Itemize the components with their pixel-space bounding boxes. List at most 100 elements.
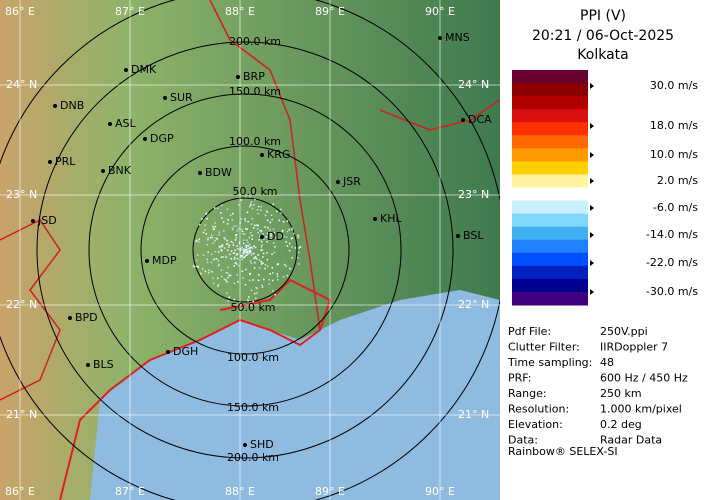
echo (236, 274, 238, 276)
echo (215, 222, 217, 224)
info-value: 250 km (600, 387, 642, 400)
echo (213, 243, 215, 245)
echo (277, 276, 279, 278)
info-value: 48 (600, 356, 614, 369)
echo (288, 229, 290, 231)
echo (262, 256, 264, 258)
echo (250, 252, 252, 254)
legend-label: -22.0 m/s (646, 256, 698, 269)
echo (241, 255, 243, 256)
place-label: BLS (93, 358, 114, 371)
echo (241, 259, 243, 261)
echo (243, 249, 245, 251)
echo (262, 286, 264, 288)
echo (279, 220, 281, 222)
info-key: Time sampling: (507, 356, 592, 369)
echo (227, 209, 229, 211)
echo (236, 254, 238, 256)
echo (204, 224, 206, 226)
color-step (512, 253, 588, 267)
echo (249, 273, 251, 275)
range-label: 50.0 km (230, 301, 275, 314)
echo (290, 268, 292, 270)
echo (241, 229, 243, 231)
echo (196, 260, 198, 262)
echo (274, 252, 276, 254)
echo (196, 240, 198, 242)
echo (232, 219, 234, 221)
station: Kolkata (577, 47, 628, 63)
echo (266, 210, 268, 212)
echo (227, 219, 229, 221)
echo (231, 258, 233, 260)
echo (221, 276, 223, 278)
echo (221, 250, 223, 252)
echo (207, 244, 209, 246)
echo (221, 205, 223, 207)
echo (228, 300, 230, 302)
legend-label: -14.0 m/s (646, 228, 698, 241)
echo (239, 222, 241, 224)
echo (251, 235, 253, 237)
echo (260, 250, 262, 252)
echo (300, 246, 302, 248)
place-dot (124, 68, 128, 72)
place-dot (86, 363, 90, 367)
echo (285, 241, 287, 243)
color-step (512, 266, 588, 280)
echo (257, 279, 259, 281)
place-dot (336, 180, 340, 184)
echo (261, 206, 263, 208)
radar-page: PPI (V) 20:21 / 06-Oct-2025 Kolkata Rain… (0, 0, 706, 500)
radar-display: PPI (V) 20:21 / 06-Oct-2025 Kolkata Rain… (0, 0, 706, 500)
echo (227, 277, 229, 279)
echo (219, 231, 221, 233)
info-key: PRF: (508, 372, 531, 385)
place-dot (163, 96, 167, 100)
info-key: Range: (508, 387, 547, 400)
echo (200, 273, 202, 275)
echo (226, 272, 228, 274)
place-dot (198, 171, 202, 175)
echo (259, 259, 261, 261)
echo (265, 264, 267, 266)
info-key: Resolution: (508, 403, 569, 416)
place-dot (243, 443, 247, 447)
echo (245, 220, 247, 222)
echo (234, 263, 236, 265)
color-bar (512, 70, 588, 306)
lat-label-right: 21° N (458, 408, 489, 421)
lon-label-top: 90° E (425, 5, 455, 18)
legend-label: 10.0 m/s (650, 148, 698, 161)
place-dot (145, 259, 149, 263)
echo (254, 262, 256, 264)
echo (298, 252, 300, 254)
lat-label-left: 23° N (6, 188, 37, 201)
echo (207, 239, 209, 241)
echo (214, 258, 216, 260)
range-label: 50.0 km (232, 185, 277, 198)
range-label: 200.0 km (227, 451, 279, 464)
echo (232, 213, 234, 215)
echo (234, 250, 236, 252)
color-step (512, 122, 588, 136)
info-key: Pdf File: (508, 325, 551, 338)
echo (261, 246, 263, 248)
echo (197, 254, 199, 256)
echo (251, 238, 253, 240)
echo (255, 247, 257, 249)
echo (256, 258, 258, 260)
echo (250, 203, 252, 205)
info-value: 250V.ppi (600, 325, 648, 338)
echo (252, 208, 254, 210)
color-step (512, 227, 588, 241)
echo (225, 256, 227, 257)
echo (250, 232, 252, 234)
echo (227, 243, 229, 245)
place-label: DCA (468, 113, 492, 126)
lon-label-top: 86° E (5, 5, 35, 18)
echo (297, 235, 299, 237)
color-step (512, 83, 588, 97)
info-value: 600 Hz / 450 Hz (600, 372, 688, 385)
echo (253, 257, 255, 259)
